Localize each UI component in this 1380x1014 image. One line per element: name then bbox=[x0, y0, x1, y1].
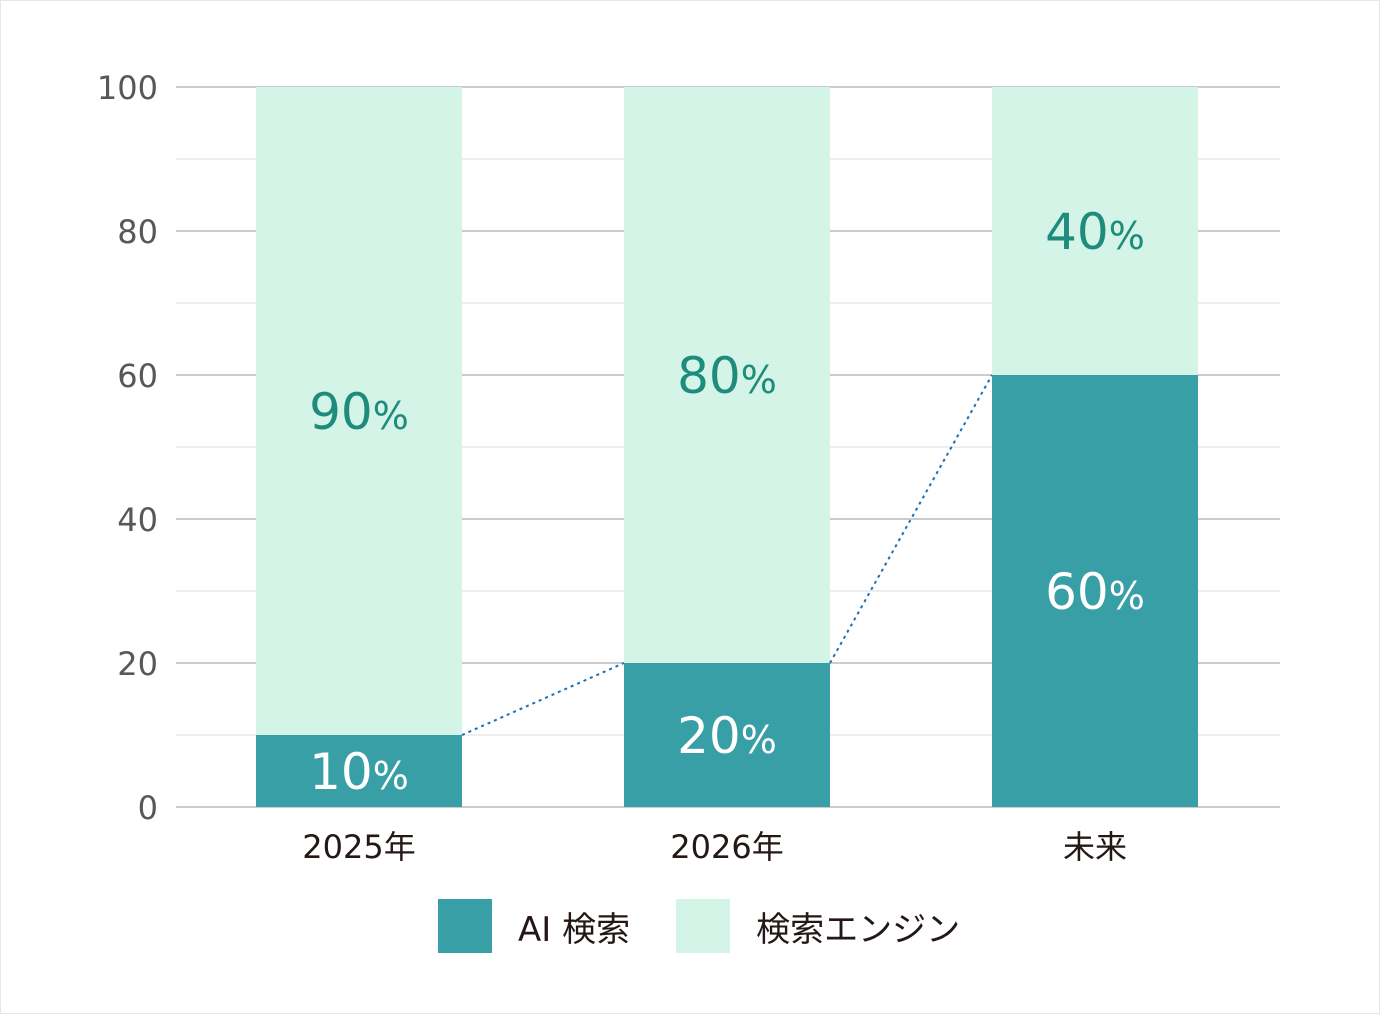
bar-segment bbox=[624, 87, 830, 663]
y-tick-label: 0 bbox=[138, 789, 158, 827]
y-tick-label: 80 bbox=[117, 213, 158, 251]
legend-swatch-search-engine bbox=[676, 899, 731, 953]
legend-label-search-engine: 検索エンジン bbox=[756, 909, 961, 950]
x-category-label: 未来 bbox=[1063, 828, 1127, 866]
data-label: 40% bbox=[1045, 203, 1145, 261]
bar-segment bbox=[256, 87, 462, 735]
bar-segment bbox=[256, 735, 462, 807]
legend-item-ai-search: AI 検索 bbox=[438, 899, 630, 953]
y-tick-label: 40 bbox=[117, 501, 158, 539]
data-label: 90% bbox=[309, 383, 409, 441]
x-category-label: 2026年 bbox=[670, 828, 783, 866]
y-tick-label: 20 bbox=[117, 645, 158, 683]
data-label: 10% bbox=[309, 743, 409, 801]
bar-segment bbox=[992, 375, 1198, 807]
legend-item-search-engine: 検索エンジン bbox=[676, 899, 960, 953]
bar-segment bbox=[992, 87, 1198, 375]
data-label: 60% bbox=[1045, 563, 1145, 621]
data-label: 20% bbox=[677, 707, 777, 765]
x-category-label: 2025年 bbox=[302, 828, 415, 866]
legend-label-ai-search: AI 検索 bbox=[518, 909, 631, 950]
connector-line bbox=[829, 374, 993, 664]
data-label: 80% bbox=[677, 347, 777, 405]
y-tick-label: 60 bbox=[117, 357, 158, 395]
legend: AI 検索 検索エンジン bbox=[438, 899, 1006, 953]
y-tick-label: 100 bbox=[97, 69, 158, 107]
connector-line bbox=[461, 662, 625, 736]
legend-swatch-ai-search bbox=[438, 899, 492, 953]
bar-segment bbox=[624, 663, 830, 807]
